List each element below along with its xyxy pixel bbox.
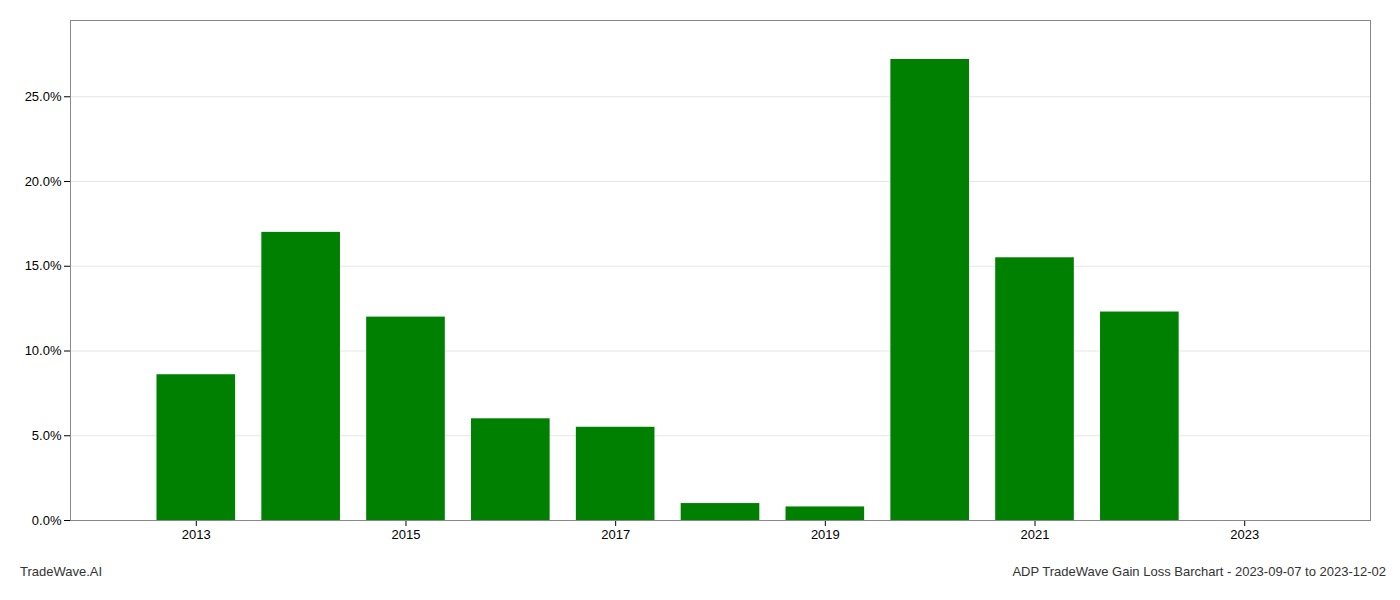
svg-text:2019: 2019 xyxy=(811,527,840,542)
html-text:TradeWave.AI: TradeWave.AI xyxy=(20,564,103,579)
svg-text:2015: 2015 xyxy=(392,527,421,542)
svg-text:20.0%: 20.0% xyxy=(25,174,62,189)
svg-text:2021: 2021 xyxy=(1021,527,1050,542)
svg-text:25.0%: 25.0% xyxy=(25,89,62,104)
html-text:ADP TradeWave Gain Loss Barcha: ADP TradeWave Gain Loss Barchart - 2023-… xyxy=(1012,564,1386,579)
svg-text:15.0%: 15.0% xyxy=(25,258,62,273)
svg-text:2023: 2023 xyxy=(1230,527,1259,542)
svg-text:2017: 2017 xyxy=(601,527,630,542)
svg-text:2013: 2013 xyxy=(182,527,211,542)
svg-text:5.0%: 5.0% xyxy=(32,428,62,443)
svg-text:0.0%: 0.0% xyxy=(32,513,62,528)
svg-text:10.0%: 10.0% xyxy=(25,343,62,358)
